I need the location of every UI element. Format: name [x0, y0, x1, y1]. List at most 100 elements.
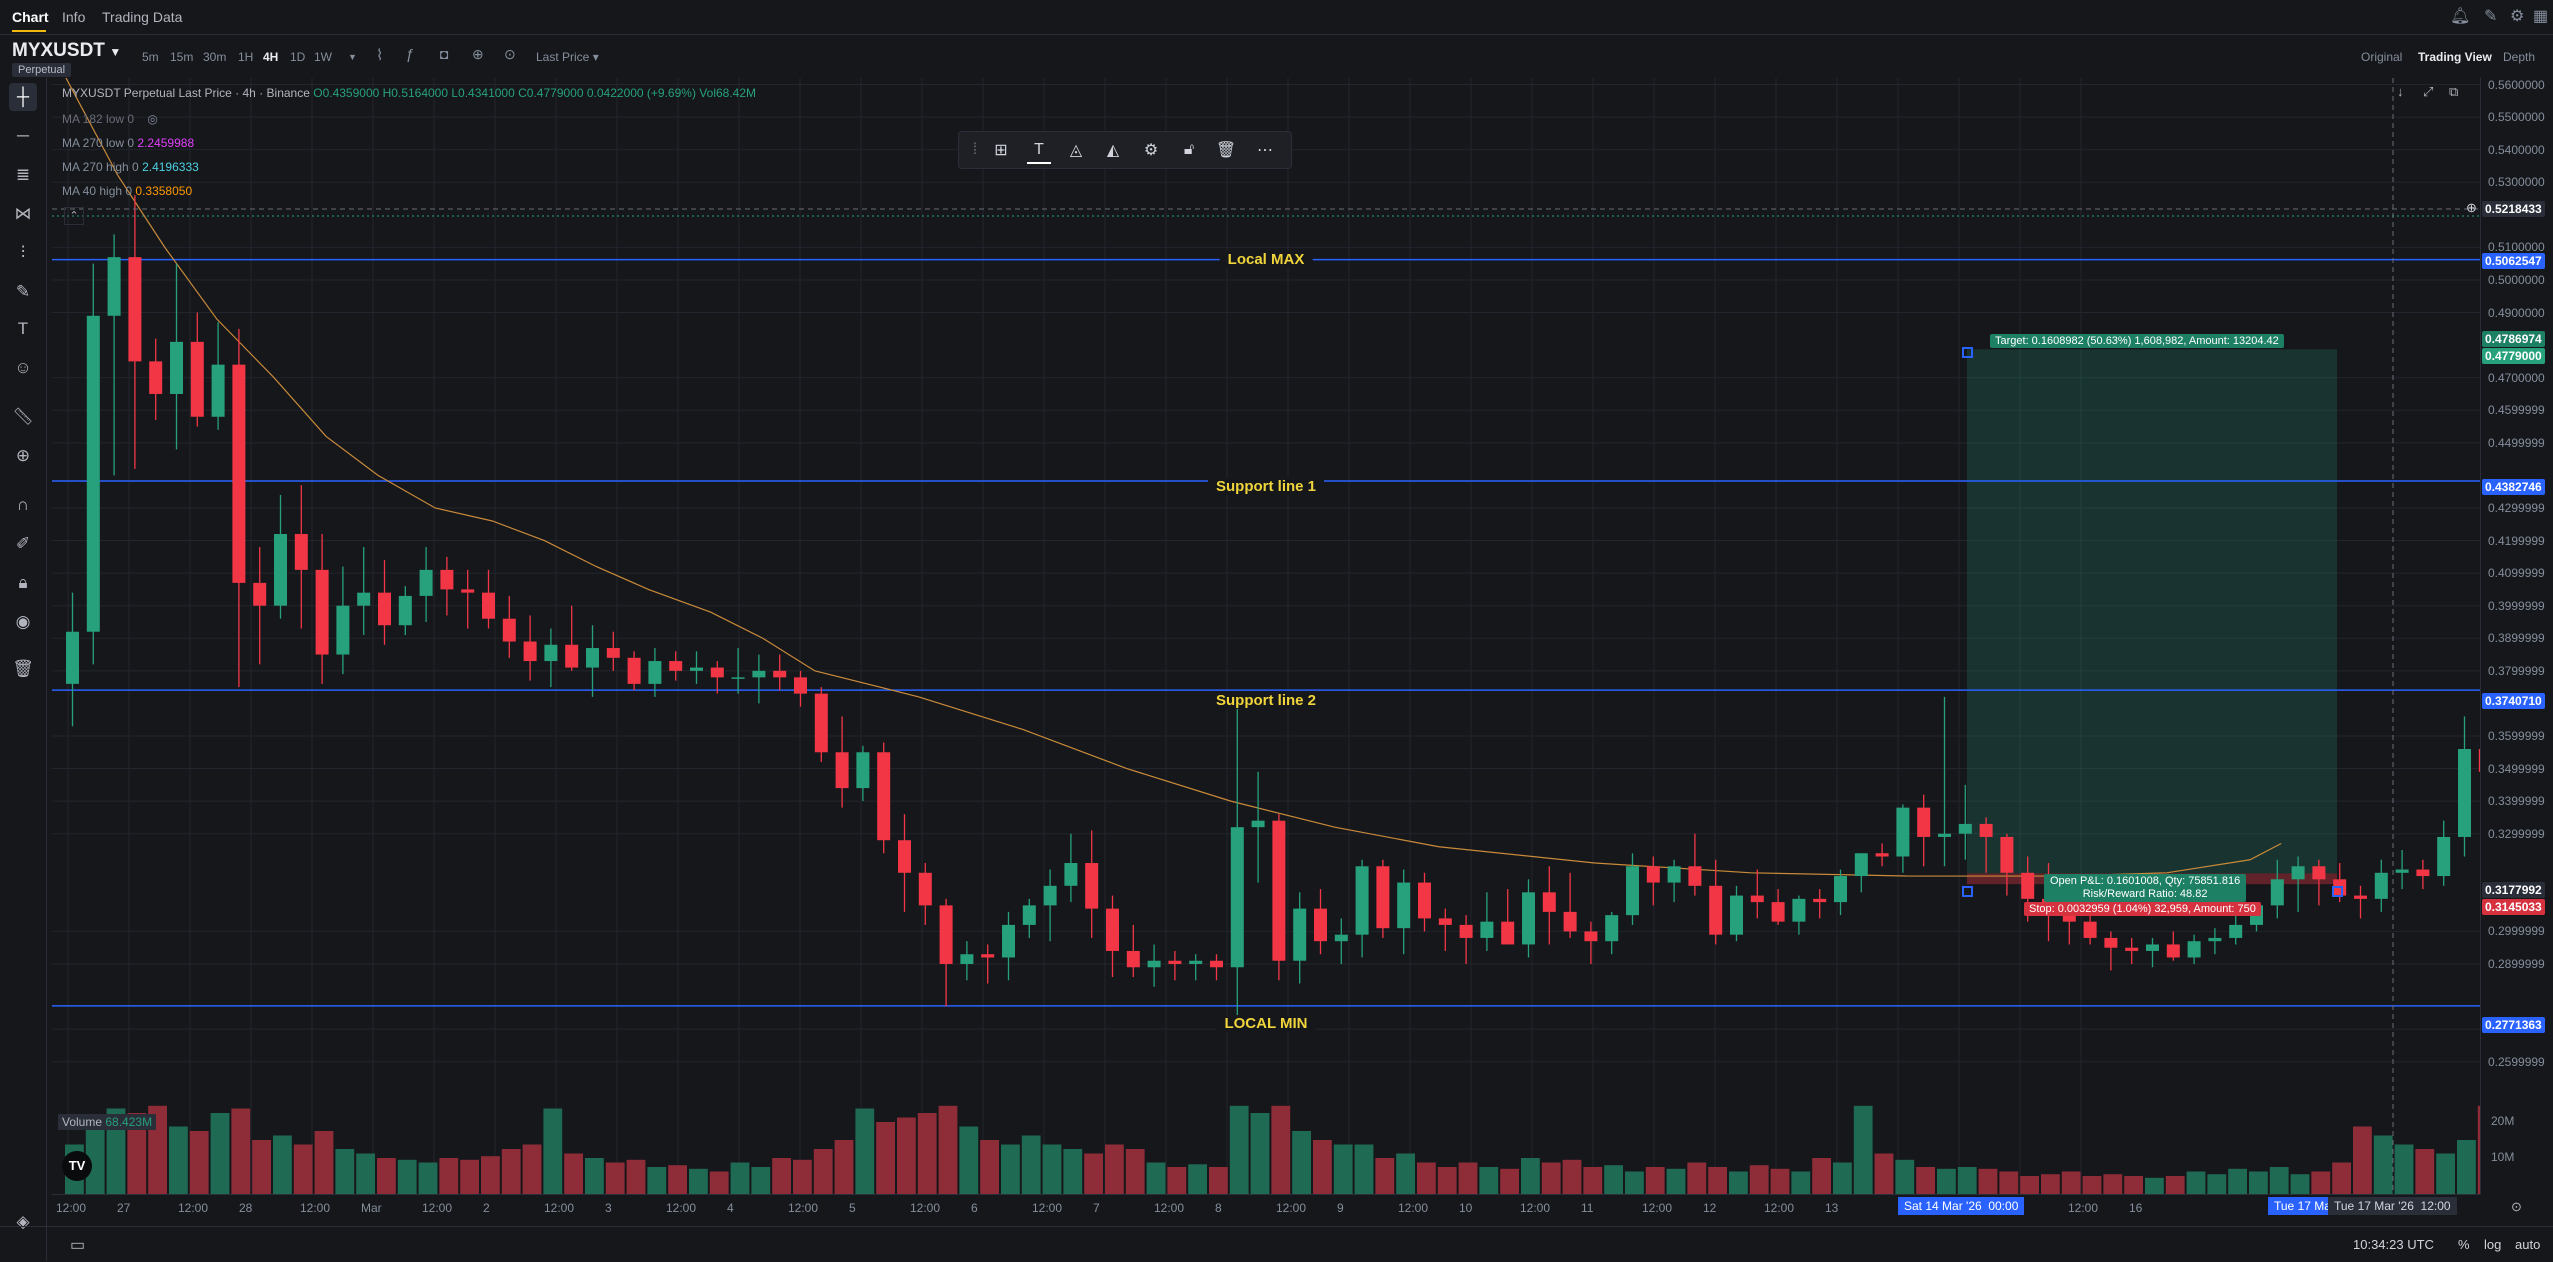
hline-label-support-1[interactable]: Support line 1: [1207, 478, 1325, 495]
fill-color-icon[interactable]: ◬: [1069, 142, 1083, 159]
chart-type-icon[interactable]: ⌇: [376, 47, 384, 64]
view-original[interactable]: Original: [2361, 50, 2403, 64]
text-color-icon[interactable]: T: [1027, 138, 1051, 164]
time-tick: 12:00: [2068, 1201, 2099, 1215]
candle: [565, 605, 579, 671]
template-icon[interactable]: ⊞: [994, 142, 1008, 159]
candle-body: [2354, 895, 2367, 899]
timeframe-4h[interactable]: 4H: [263, 50, 279, 64]
timeframe-1d[interactable]: 1D: [290, 50, 306, 64]
candle: [1938, 696, 1951, 867]
brush-tool-icon[interactable]: ✎: [15, 282, 31, 301]
time-tick: 12:00: [910, 1201, 941, 1215]
legend-volume: Vol68.42M: [699, 86, 757, 100]
indicators-icon[interactable]: ƒ: [406, 46, 415, 63]
price-scale[interactable]: [2480, 78, 2553, 1194]
trash-icon[interactable]: 🗑︎: [12, 659, 34, 678]
view-trading-view[interactable]: Trading View: [2418, 50, 2492, 64]
candle: [731, 648, 745, 694]
calendar-range-icon[interactable]: ▭: [70, 1237, 86, 1254]
more-timeframes-icon[interactable]: ▼: [348, 52, 357, 62]
price-chart[interactable]: [52, 78, 2480, 1194]
legend-ma270-high[interactable]: MA 270 high 0 2.4196333: [62, 160, 199, 174]
view-depth[interactable]: Depth: [2503, 50, 2536, 64]
legend-ma270-low[interactable]: MA 270 low 0 2.2459988: [62, 136, 194, 150]
ma270-low-value: 2.2459988: [137, 136, 195, 150]
time-axis[interactable]: [52, 1194, 2480, 1221]
legend-high: H0.5164000: [382, 86, 449, 100]
lock-icon[interactable]: 🔒︎: [18, 573, 28, 592]
volume-bar: [1417, 1162, 1436, 1194]
stay-drawing-icon[interactable]: ✐: [15, 534, 31, 553]
add-alert-icon[interactable]: ⊕: [472, 46, 484, 62]
hline-label-local-min[interactable]: LOCAL MIN: [1216, 1015, 1316, 1032]
candle-body: [1210, 960, 1223, 968]
lock-drawing-icon[interactable]: 🔓︎: [1183, 141, 1195, 158]
tradingview-logo[interactable]: TV: [62, 1151, 92, 1181]
hline-label-support-2[interactable]: Support line 2: [1207, 692, 1325, 709]
candle-body: [1771, 902, 1785, 922]
percent-toggle[interactable]: %: [2458, 1237, 2470, 1252]
ruler-icon[interactable]: 📏︎: [12, 407, 34, 426]
candle-body: [2437, 836, 2451, 877]
timeframe-1w[interactable]: 1W: [314, 50, 332, 64]
camera-icon[interactable]: ◘: [440, 46, 449, 62]
visibility-icon[interactable]: ◉: [15, 612, 31, 631]
eye-off-icon[interactable]: ◎: [147, 112, 158, 126]
timeframe-5m[interactable]: 5m: [142, 50, 159, 64]
time-tick: 12:00: [422, 1201, 453, 1215]
volume-bar: [1833, 1162, 1852, 1194]
download-icon[interactable]: ↓: [2397, 84, 2404, 99]
more-options-icon[interactable]: ⋯: [1257, 142, 1273, 159]
collapse-legend-icon[interactable]: ⌃: [64, 207, 84, 225]
zoom-in-icon[interactable]: ⊕: [15, 446, 31, 465]
candle-body: [502, 618, 516, 642]
volume-bar: [1937, 1168, 1956, 1194]
volume-tick-10m: 10M: [2491, 1150, 2515, 1164]
emoji-icon[interactable]: ☺: [14, 358, 32, 377]
layout-grid-icon[interactable]: ▦: [2533, 8, 2549, 25]
legend-ma182[interactable]: MA 182 low 0 ◎: [62, 112, 158, 126]
magnet-icon[interactable]: ∩: [16, 495, 30, 514]
candle: [1022, 898, 1036, 938]
log-toggle[interactable]: log: [2484, 1237, 2502, 1252]
timeframe-30m[interactable]: 30m: [203, 50, 227, 64]
fullscreen-icon[interactable]: ⤢: [2423, 84, 2434, 99]
candle: [190, 312, 204, 427]
legend-ma40-high[interactable]: MA 40 high 0 0.3358050: [62, 184, 192, 198]
timeframe-1h[interactable]: 1H: [238, 50, 254, 64]
fib-icon[interactable]: ≣: [15, 165, 31, 184]
line-color-icon[interactable]: ◭: [1106, 142, 1120, 159]
prediction-icon[interactable]: ⫶: [20, 243, 26, 262]
text-tool-icon[interactable]: T: [17, 319, 29, 338]
tab-trading-data[interactable]: Trading Data: [102, 9, 183, 25]
popout-icon[interactable]: ⧉: [2449, 84, 2459, 99]
candle-body: [544, 644, 558, 662]
symbol-selector[interactable]: MYXUSDT ▼: [12, 40, 121, 62]
crosshair-icon[interactable]: ┼: [9, 83, 37, 111]
pattern-icon[interactable]: ⋈: [14, 204, 32, 223]
brush-icon[interactable]: ✎: [2484, 8, 2498, 25]
price-source-select[interactable]: Last Price ▾: [536, 50, 599, 64]
auto-scale-icon[interactable]: ⊙: [2511, 1199, 2522, 1214]
delete-drawing-icon[interactable]: 🗑︎: [1215, 142, 1237, 159]
replay-icon[interactable]: ⊙: [504, 46, 516, 62]
drag-handle-icon[interactable]: ⁞: [972, 141, 978, 158]
ma270-low-name: MA 270 low 0: [62, 136, 135, 150]
candle: [357, 547, 371, 636]
utc-clock[interactable]: 10:34:23 UTC: [2353, 1237, 2434, 1252]
settings-icon[interactable]: ⚙: [2510, 8, 2525, 25]
position-handle-entry: [1962, 886, 1973, 897]
hline-label-local-max[interactable]: Local MAX: [1219, 251, 1313, 268]
bell-icon[interactable]: 🔔︎: [2450, 8, 2471, 25]
candle-body: [835, 752, 849, 789]
volume-bar: [897, 1117, 916, 1194]
timeframe-15m[interactable]: 15m: [170, 50, 194, 64]
settings-gear-icon[interactable]: ⚙: [1143, 142, 1159, 159]
trend-line-icon[interactable]: ─: [16, 126, 30, 145]
volume-bar: [1500, 1168, 1519, 1194]
add-price-icon[interactable]: ⊕: [2466, 200, 2477, 215]
auto-toggle[interactable]: auto: [2515, 1237, 2541, 1252]
tab-info[interactable]: Info: [62, 9, 86, 25]
tab-chart[interactable]: Chart: [12, 9, 49, 25]
